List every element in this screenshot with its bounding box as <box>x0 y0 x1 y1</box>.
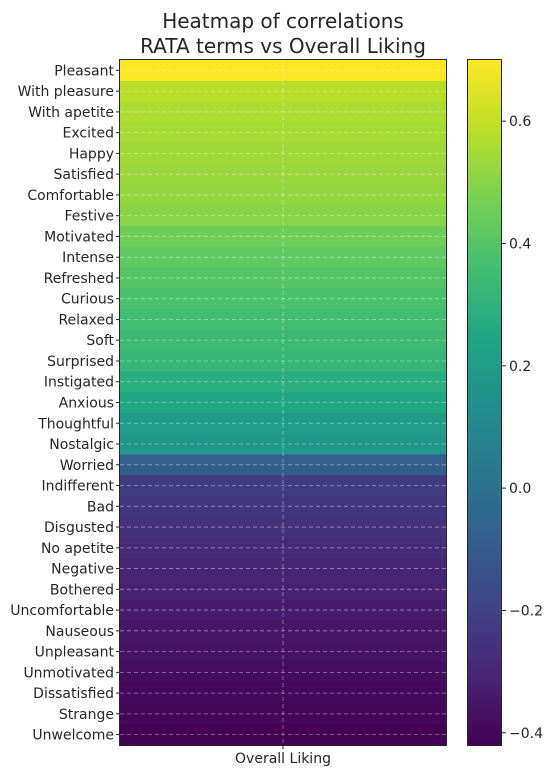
heatmap-cell <box>120 578 446 601</box>
heatmap-cell <box>120 267 446 289</box>
heatmap-cell <box>120 724 446 746</box>
heatmap-cell <box>120 558 446 580</box>
row-label: Indifferent <box>42 479 115 495</box>
heatmap-cell <box>120 246 446 269</box>
row-label: Festive <box>65 209 114 225</box>
heatmap-cell <box>120 682 446 705</box>
row-label: Nostalgic <box>49 437 114 453</box>
row-label: No apetite <box>41 541 114 557</box>
colorbar-ticks: −0.4 −0.2 0.0 0.2 0.4 0.6 <box>502 114 543 742</box>
heatmap-grid <box>120 60 446 745</box>
row-label: Satisfied <box>54 167 114 183</box>
heatmap-cell <box>120 599 446 622</box>
heatmap-cell <box>120 641 446 663</box>
heatmap-frame <box>119 59 447 746</box>
row-label: Strange <box>59 707 114 723</box>
heatmap-cell <box>120 226 446 248</box>
row-label: Happy <box>69 146 114 162</box>
heatmap-cell <box>120 412 446 435</box>
row-label: Comfortable <box>27 188 114 204</box>
chart-title: Heatmap of correlations RATA terms vs Ov… <box>140 9 426 58</box>
heatmap-cell <box>120 60 446 82</box>
row-label: Negative <box>51 562 114 578</box>
row-label: Surprised <box>47 354 114 370</box>
heatmap-cell <box>120 371 446 393</box>
heatmap-cell <box>120 350 446 372</box>
colorbar-tick-label: −0.4 <box>509 726 543 742</box>
heatmap-cell <box>120 288 446 310</box>
colorbar-tick-label: 0.2 <box>509 359 531 375</box>
row-label: Bad <box>87 499 114 515</box>
heatmap-cell <box>120 703 446 725</box>
row-label: Dissatisfied <box>33 686 114 702</box>
heatmap-cell <box>120 80 446 103</box>
heatmap-cell <box>120 329 446 352</box>
row-label: Curious <box>61 292 114 308</box>
heatmap-cell <box>120 122 446 144</box>
row-label: Bothered <box>50 582 114 598</box>
row-label: Disgusted <box>44 520 114 536</box>
column-label: Overall Liking <box>235 751 331 767</box>
row-label: Relaxed <box>58 312 114 328</box>
row-label: Pleasant <box>54 63 114 79</box>
heatmap-cell <box>120 309 446 331</box>
row-label: Unwelcome <box>32 728 114 744</box>
heatmap-cells <box>120 60 446 746</box>
row-label: Uncomfortable <box>10 603 114 619</box>
heatmap-cell <box>120 101 446 123</box>
column-labels: Overall Liking <box>235 745 331 767</box>
heatmap-cell <box>120 620 446 642</box>
heatmap-cell <box>120 143 446 165</box>
heatmap-cell <box>120 495 446 518</box>
heatmap-cell <box>120 475 446 497</box>
row-label: Refreshed <box>44 271 114 287</box>
row-label: Motivated <box>44 229 114 245</box>
colorbar <box>467 59 502 746</box>
row-label: Excited <box>63 126 114 142</box>
colorbar-tick-label: 0.4 <box>509 236 531 252</box>
row-label: Unmotivated <box>23 665 114 681</box>
heatmap-cell <box>120 433 446 455</box>
row-labels: Pleasant With pleasure With apetite Excited… <box>10 63 120 744</box>
row-label: Anxious <box>59 396 114 412</box>
row-label: Worried <box>60 458 114 474</box>
colorbar-tick-label: −0.2 <box>509 603 543 619</box>
heatmap-cell <box>120 163 446 186</box>
heatmap-cell <box>120 661 446 684</box>
colorbar-tick-label: 0.6 <box>509 114 531 130</box>
row-label: Thoughtful <box>37 416 114 432</box>
heatmap-cell <box>120 205 446 227</box>
chart-title-line-2: RATA terms vs Overall Liking <box>140 34 426 58</box>
heatmap-cell <box>120 537 446 559</box>
row-label: Nauseous <box>45 624 114 640</box>
chart-title-line-1: Heatmap of correlations <box>162 9 404 33</box>
row-label: Soft <box>86 333 114 349</box>
heatmap-cell <box>120 392 446 414</box>
row-label: With pleasure <box>18 84 114 100</box>
heatmap-cell <box>120 184 446 206</box>
row-label: Unpleasant <box>35 645 115 661</box>
heatmap-cell <box>120 516 446 539</box>
row-label: With apetite <box>28 105 114 121</box>
row-label: Instigated <box>44 375 114 391</box>
row-label: Intense <box>62 250 114 266</box>
heatmap-cell <box>120 454 446 476</box>
colorbar-tick-label: 0.0 <box>509 481 531 497</box>
